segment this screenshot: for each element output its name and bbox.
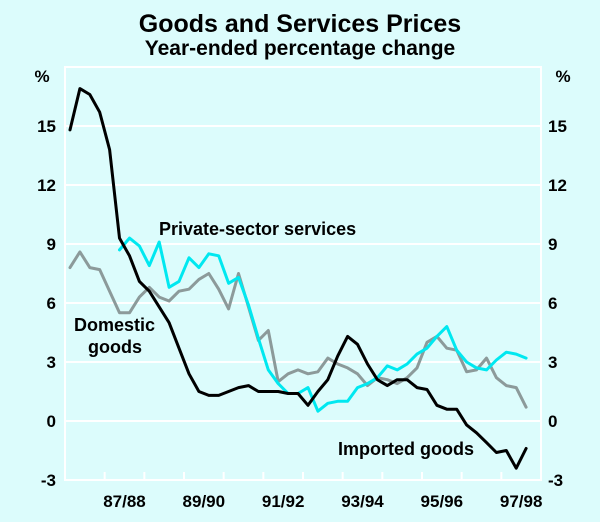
label-private-sector-services: Private-sector services	[159, 219, 356, 239]
y-tick-label-right: 3	[548, 353, 557, 372]
series-line-private-sector-services	[118, 236, 528, 413]
y-tick-label-right: -3	[548, 471, 563, 490]
chart-title: Goods and Services Prices	[139, 10, 461, 38]
y-tick-label-right: 0	[548, 412, 557, 431]
y-axis-unit-right: %	[555, 67, 570, 86]
x-tick-label: 97/98	[500, 492, 543, 511]
x-tick-label: 89/90	[183, 492, 226, 511]
y-tick-label-left: 12	[37, 176, 56, 195]
label-imported-goods: Imported goods	[338, 439, 474, 459]
y-axis-right: -3 0 3 6 9 12 15	[548, 117, 567, 490]
y-tick-label-left: 6	[47, 294, 56, 313]
series-lines	[68, 87, 528, 470]
y-tick-label-right: 6	[548, 294, 557, 313]
plot-frame	[64, 66, 542, 481]
series-line-imported-goods	[68, 87, 528, 470]
label-domestic-goods-line1: Domestic	[74, 315, 155, 335]
gridlines	[65, 125, 541, 422]
y-tick-label-right: 15	[548, 117, 567, 136]
chart-subtitle: Year-ended percentage change	[145, 37, 455, 60]
x-tick-label: 93/94	[341, 492, 384, 511]
y-tick-label-left: 3	[47, 353, 56, 372]
x-axis: 87/88 89/90 91/92 93/94 95/96 97/98	[103, 472, 542, 511]
x-tick-label: 87/88	[103, 492, 146, 511]
y-tick-label-right: 9	[548, 235, 557, 254]
y-tick-label-right: 12	[548, 176, 567, 195]
y-axis-unit-left: %	[34, 67, 49, 86]
y-tick-label-left: -3	[41, 471, 56, 490]
label-domestic-goods-line2: goods	[88, 337, 142, 357]
y-tick-label-left: 15	[37, 117, 56, 136]
series-line-domestic-goods	[68, 250, 528, 409]
y-tick-label-left: 0	[47, 412, 56, 431]
x-tick-label: 95/96	[421, 492, 464, 511]
y-tick-label-left: 9	[47, 235, 56, 254]
y-axis-left: -3 0 3 6 9 12 15	[37, 117, 56, 490]
x-tick-label: 91/92	[262, 492, 305, 511]
